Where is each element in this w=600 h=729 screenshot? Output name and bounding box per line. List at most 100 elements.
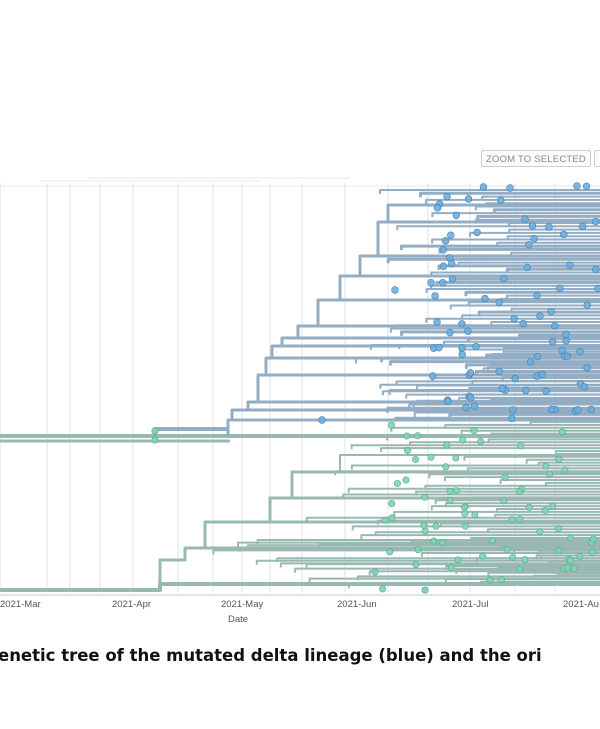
tip-node xyxy=(402,476,410,484)
tip-node xyxy=(486,576,494,584)
tip-node xyxy=(580,383,589,391)
branch xyxy=(237,541,600,547)
tip-node xyxy=(446,497,454,505)
tip-node xyxy=(421,586,429,594)
tip-node xyxy=(414,546,422,554)
tip-node xyxy=(592,266,600,274)
tip-node xyxy=(427,453,435,461)
tip-node xyxy=(393,479,401,487)
tip-node xyxy=(497,196,505,205)
tip-node xyxy=(414,432,422,440)
tip-node xyxy=(536,528,544,536)
branch xyxy=(393,510,600,516)
tip-node xyxy=(583,364,591,372)
tip-node xyxy=(435,343,443,352)
tip-node xyxy=(576,348,584,356)
tick-label-jul: 2021-Jul xyxy=(452,599,488,610)
tip-node xyxy=(555,524,563,532)
tip-node xyxy=(500,274,508,283)
tip-node xyxy=(318,416,326,424)
tip-node xyxy=(570,565,578,573)
branch xyxy=(464,363,600,369)
tip-node xyxy=(515,565,523,573)
tip-node xyxy=(503,545,511,553)
branch xyxy=(379,189,600,194)
branch xyxy=(386,203,600,222)
branch xyxy=(294,567,600,573)
tip-node xyxy=(547,307,555,316)
branch xyxy=(425,198,600,204)
tip-node xyxy=(458,350,467,359)
branch xyxy=(255,559,600,565)
tip-node xyxy=(528,222,537,230)
tip-node xyxy=(536,312,544,320)
branch xyxy=(316,298,600,326)
tip-node xyxy=(412,560,420,568)
tick-label-may: 2021-May xyxy=(221,599,263,610)
tip-node xyxy=(517,442,525,450)
tip-node xyxy=(477,437,485,445)
tip-node xyxy=(501,473,509,481)
branch xyxy=(501,375,600,382)
tip-node xyxy=(430,537,438,545)
tip-node xyxy=(567,556,575,564)
tip-node xyxy=(510,315,518,323)
branch xyxy=(334,470,600,476)
tip-node xyxy=(431,292,439,300)
tip-node xyxy=(379,585,387,593)
tip-node xyxy=(589,535,597,543)
branch xyxy=(469,231,600,237)
tip-node xyxy=(558,428,566,436)
tip-node xyxy=(387,421,395,429)
branch xyxy=(350,444,600,450)
tip-node xyxy=(433,204,442,212)
tip-node xyxy=(516,515,524,523)
tip-node xyxy=(439,538,447,546)
tip-node xyxy=(530,234,538,243)
tip-node xyxy=(446,487,454,495)
branch xyxy=(449,304,600,310)
tip-node xyxy=(549,502,557,510)
tip-node xyxy=(420,521,428,529)
branch xyxy=(499,545,600,551)
zoom-to-selected-button[interactable]: ZOOM TO SELECTED xyxy=(481,150,591,167)
branch xyxy=(389,327,600,333)
branch xyxy=(434,499,600,505)
tick-label-apr: 2021-Apr xyxy=(112,599,151,610)
tip-node xyxy=(452,487,460,495)
tip-node xyxy=(412,455,420,463)
branch xyxy=(486,366,600,373)
tip-node xyxy=(560,230,568,239)
date-grid-lines xyxy=(0,183,556,593)
tip-node xyxy=(498,385,506,393)
phylogenetic-tree: 2021-Mar 2021-Apr 2021-May 2021-Jun 2021… xyxy=(0,177,600,625)
branch xyxy=(226,418,600,436)
tip-node xyxy=(546,470,554,478)
branch xyxy=(400,330,600,336)
tip-node xyxy=(459,436,467,444)
tip-node xyxy=(472,342,480,351)
branch xyxy=(350,464,600,470)
tip-node xyxy=(547,405,556,414)
tip-node xyxy=(461,522,469,530)
tip-node xyxy=(461,510,469,518)
tip-node xyxy=(441,237,450,245)
tip-node xyxy=(495,298,503,306)
tip-node xyxy=(452,454,460,462)
tip-node xyxy=(563,352,572,361)
tip-node xyxy=(526,358,535,366)
tip-node xyxy=(573,182,581,190)
tip-node xyxy=(442,463,450,471)
tip-node xyxy=(576,552,584,560)
tip-node xyxy=(516,488,524,496)
tip-node xyxy=(542,387,550,396)
tip-node xyxy=(545,223,553,231)
axis-title: Date xyxy=(228,614,248,625)
branch xyxy=(376,519,600,525)
branch xyxy=(437,264,600,270)
tip-node xyxy=(538,370,546,378)
reset-layout-button[interactable] xyxy=(594,150,600,167)
tip-node xyxy=(567,534,575,542)
branch xyxy=(386,257,600,264)
tip-node xyxy=(578,222,587,231)
